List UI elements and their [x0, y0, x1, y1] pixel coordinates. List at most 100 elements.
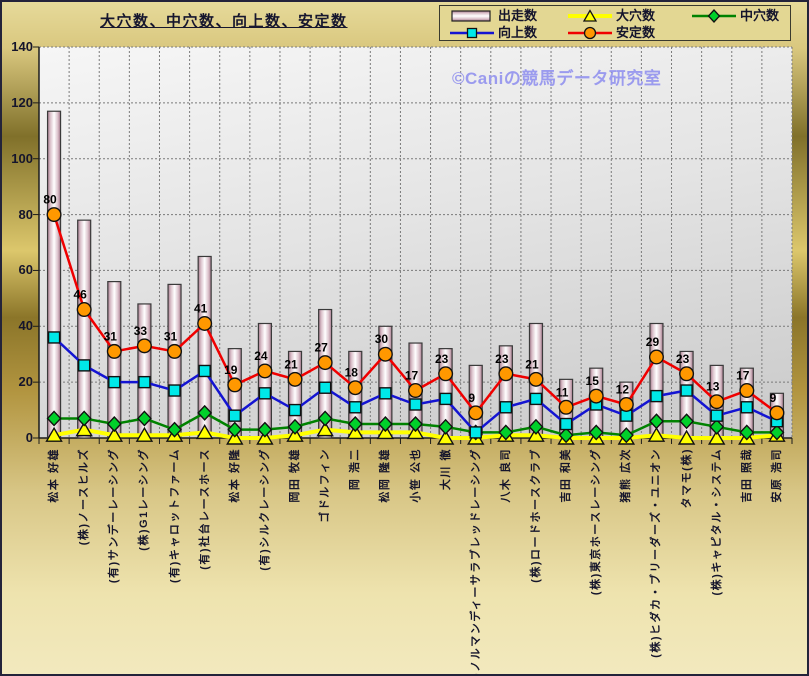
marker-circle — [648, 349, 664, 365]
bar-shussou — [77, 219, 92, 439]
legend-item-triangle: 大穴数 — [567, 8, 655, 24]
marker-circle — [46, 207, 62, 223]
marker-square — [108, 375, 121, 389]
marker-triangle — [677, 429, 696, 445]
marker-circle — [377, 346, 393, 362]
marker-circle — [227, 377, 243, 393]
marker-diamond — [558, 427, 574, 444]
data-label-antei: 15 — [586, 374, 600, 388]
data-label-antei: 30 — [375, 332, 389, 346]
legend-item-bar: 出走数 — [449, 8, 537, 24]
legend-swatch-triangle — [568, 9, 612, 22]
marker-triangle — [707, 429, 726, 445]
marker-diamond — [167, 421, 182, 438]
marker-square — [349, 401, 362, 414]
marker-square — [138, 375, 151, 389]
y-tick-label: 100 — [11, 150, 33, 166]
marker-circle — [588, 388, 604, 404]
marker-square — [379, 387, 392, 400]
data-label-antei: 23 — [435, 352, 449, 366]
marker-diamond — [106, 416, 122, 433]
marker-circle — [739, 383, 755, 399]
marker-square — [740, 401, 754, 414]
data-label-antei: 21 — [525, 357, 539, 371]
marker-diamond — [257, 421, 273, 438]
marker-circle — [317, 355, 333, 371]
marker-triangle — [316, 421, 334, 437]
data-label-antei: 12 — [616, 382, 630, 396]
marker-circle — [528, 371, 544, 387]
data-label-antei: 24 — [254, 349, 268, 363]
y-tick-label: 0 — [25, 430, 33, 445]
marker-square — [529, 392, 543, 406]
legend-swatch-bar — [451, 10, 491, 22]
watermark-text: ©Caniの競馬データ研究室 — [452, 69, 662, 88]
marker-square — [469, 426, 482, 439]
y-tick-label: 20 — [18, 374, 33, 390]
y-tick-label: 120 — [11, 94, 33, 110]
chart-title: 大穴数、中穴数、向上数、安定数 — [100, 13, 348, 30]
data-label-antei: 41 — [194, 301, 208, 315]
marker-triangle — [75, 421, 93, 437]
bar-shussou — [107, 281, 122, 439]
marker-triangle — [105, 426, 124, 442]
marker-circle — [257, 363, 273, 379]
marker-square — [499, 401, 513, 414]
data-label-antei: 17 — [405, 369, 419, 383]
marker-circle — [106, 343, 122, 359]
y-tick-label: 140 — [11, 39, 33, 54]
legend-item-square: 向上数 — [449, 25, 537, 41]
data-label-antei: 80 — [43, 193, 57, 207]
marker-square — [168, 384, 181, 397]
legend-swatch-circle — [568, 26, 612, 40]
data-label-antei: 27 — [314, 341, 328, 355]
data-label-antei: 23 — [676, 352, 690, 366]
marker-diamond — [46, 410, 62, 427]
data-label-antei: 18 — [345, 366, 359, 380]
marker-diamond — [317, 410, 333, 427]
marker-square — [198, 364, 211, 378]
marker-diamond — [377, 416, 393, 433]
legend-swatch-diamond — [692, 9, 736, 23]
data-label-antei: 17 — [736, 369, 750, 383]
marker-square — [439, 392, 452, 406]
marker-diamond — [588, 424, 604, 441]
marker-square — [77, 359, 91, 372]
bar-shussou — [318, 308, 333, 439]
marker-circle — [197, 315, 213, 331]
marker-triangle — [135, 426, 154, 442]
marker-diamond — [347, 416, 363, 433]
marker-triangle — [45, 426, 63, 442]
marker-circle — [709, 394, 725, 410]
data-label-antei: 11 — [556, 385, 569, 399]
marker-diamond — [618, 427, 634, 444]
marker-diamond — [769, 424, 785, 441]
marker-circle — [347, 380, 363, 396]
y-tick-label: 60 — [18, 262, 33, 278]
marker-circle — [76, 302, 92, 318]
marker-triangle — [436, 429, 455, 445]
marker-triangle — [195, 424, 214, 440]
data-labels-antei: 80 46 31 33 31 41 19 24 21 27 18 30 17 23 9 23 21 11 15 12 2… — [43, 193, 776, 405]
marker-square — [258, 387, 272, 400]
marker-square — [710, 409, 723, 422]
y-tick-label: 40 — [18, 318, 33, 334]
series-koujou — [47, 331, 784, 439]
bar-shussou — [167, 283, 182, 439]
data-label-antei: 9 — [468, 391, 475, 405]
legend-label: 向上数 — [498, 25, 538, 40]
marker-diamond — [287, 418, 303, 435]
marker-diamond — [498, 424, 514, 441]
marker-diamond — [408, 416, 423, 433]
marker-circle — [408, 383, 424, 399]
legend-label: 中穴数 — [740, 8, 780, 23]
legend-label: 出走数 — [498, 8, 538, 23]
marker-diamond — [528, 418, 544, 435]
marker-circle — [618, 396, 634, 412]
marker-circle — [498, 366, 514, 382]
gridlines — [39, 46, 793, 438]
marker-square — [47, 331, 61, 344]
marker-circle — [558, 399, 574, 415]
